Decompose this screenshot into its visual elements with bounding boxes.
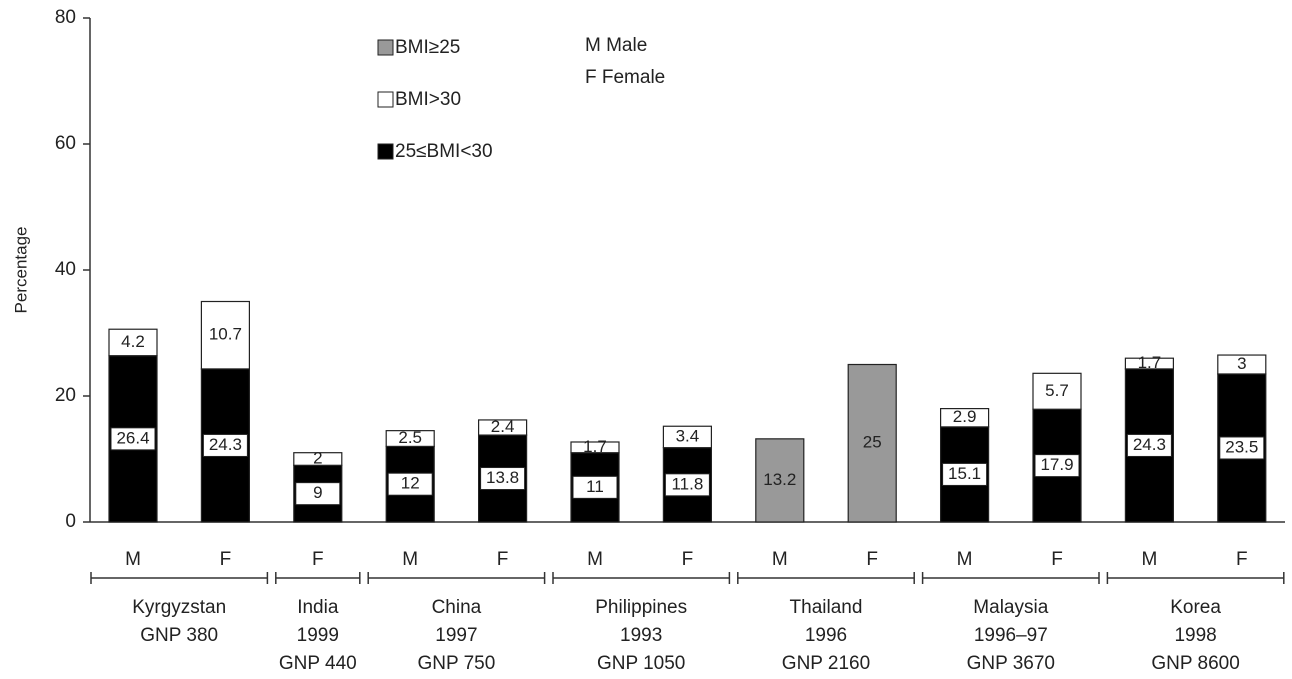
value-label-box: [664, 473, 710, 497]
group-label: GNP 8600: [1151, 653, 1239, 674]
value-label-box: [110, 427, 156, 451]
value-label: 25: [863, 433, 882, 452]
x-tick-label: M: [125, 549, 141, 570]
value-label: 17.9: [1040, 455, 1073, 474]
group-label: GNP 3670: [967, 653, 1055, 674]
value-label: 2.5: [398, 428, 422, 447]
value-label: 24.3: [1133, 435, 1166, 454]
group-label: GNP 750: [417, 653, 495, 674]
value-label: 26.4: [116, 428, 149, 447]
value-label: 10.7: [209, 325, 242, 344]
legend-swatch: [377, 91, 394, 108]
value-label: 13.8: [486, 468, 519, 487]
bar-segment: [570, 441, 620, 454]
group-label: Philippines: [595, 597, 687, 618]
group-label: GNP 380: [140, 625, 218, 646]
value-label-box: [202, 433, 248, 457]
value-label-box: [387, 472, 433, 496]
bar-segment: [200, 300, 250, 370]
value-label-box: [480, 467, 526, 491]
y-tick-label: 0: [65, 511, 76, 532]
value-label: 23.5: [1225, 437, 1258, 456]
value-label: 2.9: [953, 407, 977, 426]
bar-segment: [847, 363, 897, 523]
value-label-box: [1034, 454, 1080, 478]
bar-segment: [1124, 357, 1175, 370]
bar-segment: [385, 430, 435, 447]
group-label: GNP 1050: [597, 653, 685, 674]
y-axis-label: Percentage: [11, 227, 30, 314]
x-tick-label: F: [1051, 549, 1063, 570]
bar-segment: [755, 438, 805, 523]
bar-segment: [939, 408, 990, 428]
value-label: 3: [1237, 354, 1246, 373]
value-label: 13.2: [763, 470, 796, 489]
value-label: 11: [586, 477, 604, 496]
value-label: 1.7: [1138, 353, 1162, 372]
value-label: 9: [313, 483, 322, 502]
y-tick-label: 20: [55, 385, 76, 406]
x-tick-label: F: [682, 549, 694, 570]
bar-segment: [478, 419, 528, 436]
value-label: 11.8: [671, 474, 703, 493]
x-tick-label: F: [1236, 549, 1248, 570]
bar-segment: [108, 328, 158, 357]
group-label: Thailand: [790, 597, 863, 618]
group-label: 1996: [805, 625, 847, 646]
legend-label: BMI>30: [395, 89, 461, 110]
value-label: 2: [313, 448, 322, 467]
group-label: 1993: [620, 625, 662, 646]
value-label: 3.4: [676, 426, 700, 445]
y-tick-label: 80: [55, 7, 76, 28]
value-label: 5.7: [1045, 381, 1069, 400]
group-label: 1996–97: [974, 625, 1048, 646]
value-label: 1.7: [583, 437, 607, 456]
group-label: 1997: [435, 625, 477, 646]
value-label-box: [1219, 436, 1265, 460]
x-tick-label: M: [587, 549, 603, 570]
x-tick-label: M: [957, 549, 973, 570]
x-tick-label: F: [220, 549, 232, 570]
value-label: 2.4: [491, 417, 515, 436]
x-tick-label: M: [772, 549, 788, 570]
group-label: India: [297, 597, 339, 618]
legend-swatch: [377, 143, 394, 160]
x-tick-label: M: [1141, 549, 1157, 570]
group-label: Korea: [1170, 597, 1221, 618]
x-tick-label: F: [312, 549, 324, 570]
note: F Female: [585, 67, 665, 88]
bar-segment: [293, 452, 343, 466]
x-tick-label: F: [866, 549, 878, 570]
value-label: 15.1: [948, 464, 981, 483]
value-label: 12: [401, 474, 420, 493]
group-label: GNP 440: [279, 653, 357, 674]
y-tick-label: 40: [55, 259, 76, 280]
value-label-box: [572, 475, 618, 499]
value-label: 4.2: [121, 332, 145, 351]
group-label: China: [432, 597, 482, 618]
legend-swatch: [377, 39, 394, 56]
group-label: GNP 2160: [782, 653, 870, 674]
group-label: 1998: [1174, 625, 1216, 646]
bar-segment: [1217, 354, 1267, 375]
value-label-box: [295, 482, 341, 506]
group-label: 1999: [297, 625, 339, 646]
value-label-box: [1126, 433, 1172, 457]
value-label-box: [942, 462, 988, 486]
bar-segment: [1032, 372, 1082, 410]
legend-label: BMI≥25: [395, 37, 460, 58]
x-tick-label: F: [497, 549, 509, 570]
note: M Male: [585, 35, 647, 56]
value-label: 24.3: [209, 435, 242, 454]
legend-label: 25≤BMI<30: [395, 141, 493, 162]
bar-segment: [662, 425, 713, 449]
group-label: Kyrgyzstan: [132, 597, 226, 618]
y-tick-label: 60: [55, 133, 76, 154]
x-tick-label: M: [402, 549, 418, 570]
group-label: Malaysia: [973, 597, 1048, 618]
